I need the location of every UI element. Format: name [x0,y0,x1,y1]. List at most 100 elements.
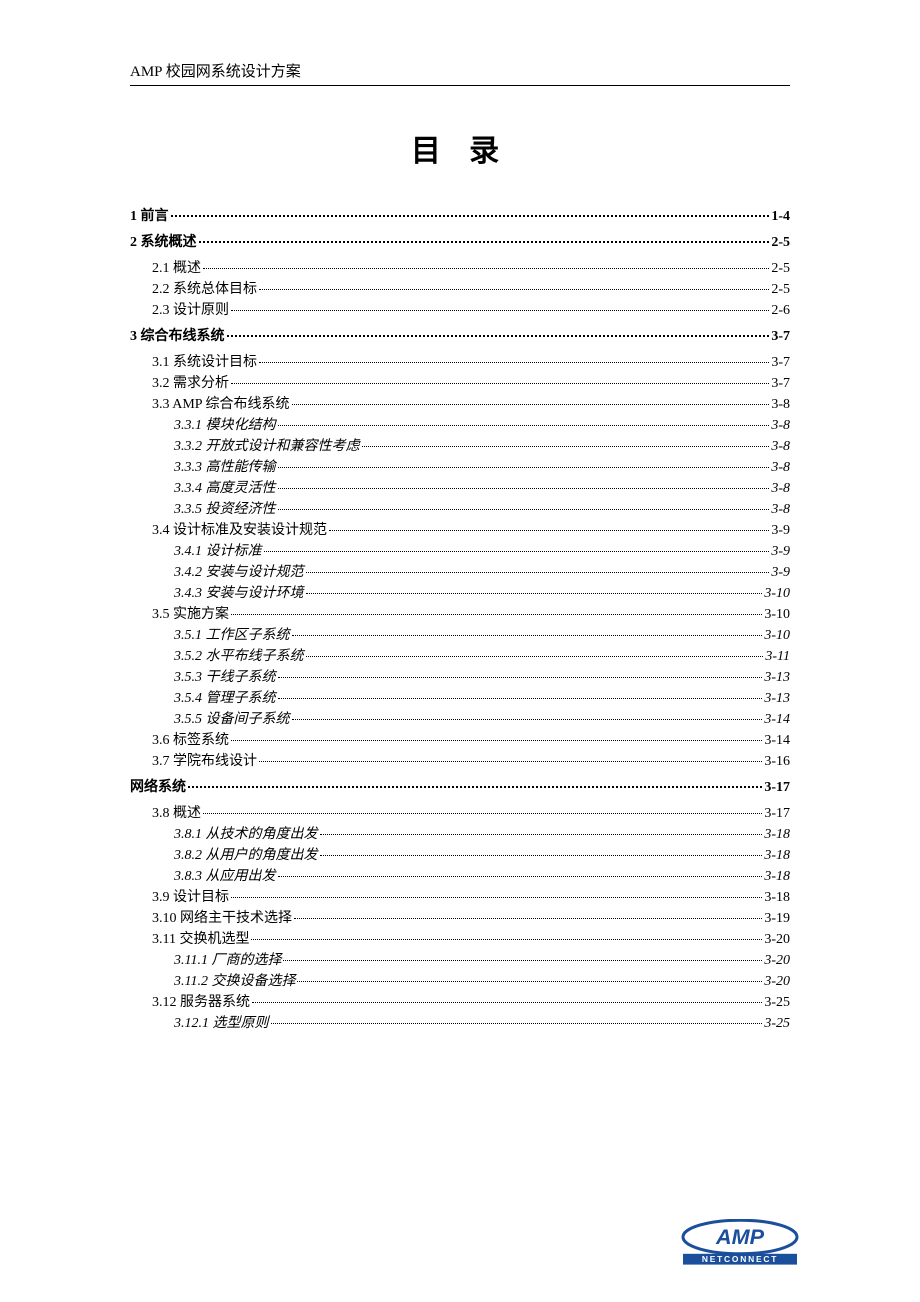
toc-entry-label: 1 前言 [130,210,169,224]
toc-entry: 3.5.2 水平布线子系统3-11 [130,650,790,664]
toc-entry-page: 3-8 [771,503,790,517]
toc-entry: 3.7 学院布线设计3-16 [130,755,790,769]
toc-entry: 3.3.4 高度灵活性3-8 [130,482,790,496]
toc-entry-label: 3.3.4 高度灵活性 [174,482,276,496]
toc-entry-label: 3.8.3 从应用出发 [174,870,276,884]
toc-entry-page: 2-5 [771,262,790,276]
toc-entry-label: 3.2 需求分析 [152,377,229,391]
toc-leader-dots [306,593,763,594]
amp-logo: AMP NETCONNECT [680,1219,800,1272]
toc-entry-label: 3.11.1 厂商的选择 [174,954,281,968]
toc-entry-label: 3 综合布线系统 [130,330,225,344]
toc-entry-label: 3.5 实施方案 [152,608,229,622]
toc-entry-page: 3-18 [764,849,790,863]
toc-entry-page: 3-11 [765,650,790,664]
toc-entry-page: 3-19 [764,912,790,926]
toc-leader-dots [320,834,763,835]
toc-leader-dots [203,813,762,814]
toc-entry-page: 2-5 [771,283,790,297]
toc-leader-dots [292,404,770,405]
toc-leader-dots [252,1002,762,1003]
toc-entry-page: 3-7 [771,377,790,391]
toc-leader-dots [259,761,762,762]
toc-entry: 3.4.1 设计标准 3-9 [130,545,790,559]
toc-leader-dots [278,698,763,699]
toc-leader-dots [292,635,763,636]
header-rule [130,85,790,86]
toc-leader-dots [231,310,769,311]
toc-title: 目 录 [130,126,790,170]
toc-entry: 3.2 需求分析 3-7 [130,377,790,391]
toc-entry: 1 前言1-4 [130,210,790,224]
toc-leader-dots [283,960,762,961]
toc-entry-page: 3-20 [764,954,790,968]
toc-entry-page: 3-8 [771,461,790,475]
toc-entry: 3.4 设计标准及安装设计规范 3-9 [130,524,790,538]
toc-leader-dots [271,1023,763,1024]
toc-entry: 3.3.1 模块化结构3-8 [130,419,790,433]
toc-leader-dots [320,855,763,856]
toc-entry-label: 2 系统概述 [130,236,197,250]
document-page: AMP 校园网系统设计方案 目 录 1 前言1-42 系统概述2-52.1 概述… [0,0,920,1031]
toc-entry-label: 3.8.2 从用户的角度出发 [174,849,318,863]
toc-entry-page: 3-16 [764,755,790,769]
toc-entry-label: 3.12.1 选型原则 [174,1017,269,1031]
toc-entry: 3.6 标签系统3-14 [130,734,790,748]
toc-entry-label: 3.12 服务器系统 [152,996,250,1010]
toc-entry-page: 3-8 [771,440,790,454]
toc-entry: 3.4.3 安装与设计环境3-10 [130,587,790,601]
toc-leader-dots [362,446,770,447]
toc-entry-label: 2.2 系统总体目标 [152,283,257,297]
toc-entry-label: 3.4.2 安装与设计规范 [174,566,304,580]
toc-entry: 3.12 服务器系统 3-25 [130,996,790,1010]
toc-entry: 网络系统3-17 [130,781,790,795]
toc-leader-dots [278,467,770,468]
toc-leader-dots [329,530,769,531]
toc-entry-label: 3.11.2 交换设备选择 [174,975,295,989]
toc-entry: 3.4.2 安装与设计规范 3-9 [130,566,790,580]
toc-leader-dots [306,572,770,573]
toc-entry: 3.5.3 干线子系统3-13 [130,671,790,685]
toc-leader-dots [278,677,763,678]
toc-leader-dots [259,289,769,290]
toc-leader-dots [292,719,763,720]
toc-entry-label: 3.8.1 从技术的角度出发 [174,828,318,842]
toc-entry-page: 3-8 [771,398,790,412]
table-of-contents: 1 前言1-42 系统概述2-52.1 概述2-52.2 系统总体目标2-52.… [130,210,790,1031]
toc-entry-label: 3.5.5 设备间子系统 [174,713,290,727]
toc-entry: 3.11.2 交换设备选择3-20 [130,975,790,989]
toc-entry: 3.8 概述 3-17 [130,807,790,821]
toc-entry: 3.3 AMP 综合布线系统3-8 [130,398,790,412]
toc-leader-dots [231,614,762,615]
toc-entry-page: 3-17 [764,781,790,795]
toc-leader-dots [171,215,770,217]
toc-leader-dots [278,425,770,426]
toc-entry-label: 3.3.1 模块化结构 [174,419,276,433]
toc-entry: 3.8.2 从用户的角度出发 3-18 [130,849,790,863]
toc-entry-page: 3-14 [764,713,790,727]
toc-entry-page: 2-6 [771,304,790,318]
toc-entry-label: 3.4.1 设计标准 [174,545,262,559]
toc-leader-dots [278,876,763,877]
toc-entry-page: 3-9 [771,524,790,538]
toc-entry-page: 3-13 [764,671,790,685]
toc-entry-page: 3-25 [764,996,790,1010]
toc-leader-dots [199,241,770,243]
toc-entry-page: 3-9 [771,566,790,580]
toc-entry-label: 3.3.3 高性能传输 [174,461,276,475]
toc-entry-page: 3-9 [771,545,790,559]
toc-entry-label: 3.1 系统设计目标 [152,356,257,370]
toc-entry: 2.1 概述2-5 [130,262,790,276]
toc-entry-page: 3-17 [764,807,790,821]
toc-entry-label: 3.8 概述 [152,807,201,821]
toc-entry-label: 3.4.3 安装与设计环境 [174,587,304,601]
toc-entry: 3 综合布线系统 3-7 [130,330,790,344]
toc-entry-page: 3-7 [771,330,790,344]
toc-entry: 3.12.1 选型原则3-25 [130,1017,790,1031]
logo-bottom-text: NETCONNECT [702,1254,778,1264]
toc-entry-label: 3.4 设计标准及安装设计规范 [152,524,327,538]
toc-entry-label: 3.6 标签系统 [152,734,229,748]
toc-entry: 2 系统概述2-5 [130,236,790,250]
page-header: AMP 校园网系统设计方案 [130,60,790,81]
toc-entry-page: 3-13 [764,692,790,706]
